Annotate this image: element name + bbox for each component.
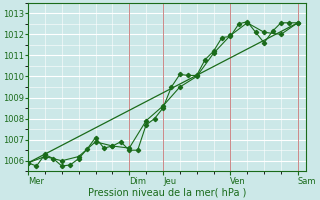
X-axis label: Pression niveau de la mer( hPa ): Pression niveau de la mer( hPa ): [88, 187, 246, 197]
